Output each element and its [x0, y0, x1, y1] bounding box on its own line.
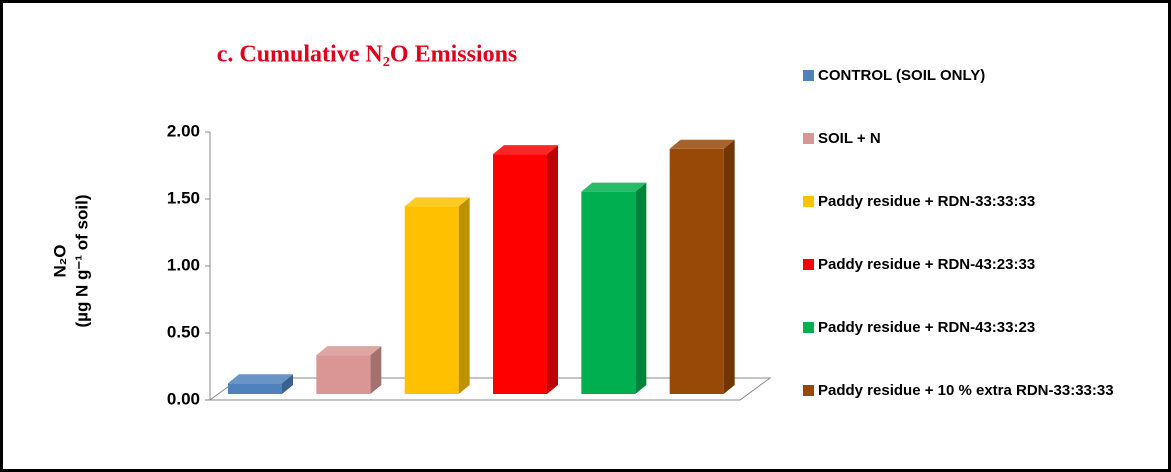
bar-top: [316, 346, 382, 356]
legend-item: SOIL + N: [803, 128, 1163, 191]
legend-swatch: [803, 196, 814, 207]
bar-side: [282, 374, 293, 394]
y-label-line: N₂O: [50, 244, 69, 277]
legend-swatch: [803, 259, 814, 270]
bar-side: [547, 145, 558, 394]
bar-top: [404, 197, 470, 207]
legend-label: SOIL + N: [818, 130, 881, 147]
bar: [404, 206, 459, 394]
bar-side: [458, 197, 470, 394]
y-tick-label: 2.00: [167, 121, 200, 140]
legend-label: CONTROL (SOIL ONLY): [818, 67, 986, 84]
legend-label: Paddy residue + RDN-43:33:23: [818, 319, 1036, 336]
legend-swatch: [803, 70, 814, 81]
bar: [228, 383, 282, 394]
legend-item: Paddy residue + RDN-33:33:33: [803, 191, 1163, 254]
legend-label: Paddy residue + 10 % extra RDN-33:33:33: [818, 382, 1114, 399]
bar: [669, 148, 724, 394]
legend-item: Paddy residue + RDN-43:33:23: [803, 317, 1163, 380]
bar: [581, 191, 636, 394]
y-tick-label: 0.00: [167, 389, 200, 408]
bar-top: [581, 182, 647, 192]
bar-top: [669, 139, 735, 149]
legend-item: Paddy residue + 10 % extra RDN-33:33:33: [803, 380, 1163, 443]
bar: [316, 355, 371, 394]
legend-item: CONTROL (SOIL ONLY): [803, 65, 1163, 128]
bar-top: [493, 145, 558, 155]
legend-label: Paddy residue + RDN-33:33:33: [818, 193, 1036, 210]
legend-swatch: [803, 322, 814, 333]
bar-top: [228, 374, 293, 384]
legend: CONTROL (SOIL ONLY) SOIL + N Paddy residue…: [803, 65, 1163, 443]
chart-title: c. Cumulative N₂O Emissions: [217, 42, 518, 68]
bar-side: [370, 346, 382, 394]
y-tick-label: 1.00: [167, 255, 200, 274]
chart: c. Cumulative N₂O Emissions N₂O (µg N g⁻…: [50, 42, 772, 408]
legend-swatch: [803, 385, 814, 396]
y-tick-label: 1.50: [167, 188, 200, 207]
bar: [493, 154, 547, 394]
bar-side: [723, 139, 735, 394]
y-axis-label: N₂O (µg N g⁻¹ of soil): [50, 194, 91, 327]
y-label-line: (µg N g⁻¹ of soil): [72, 194, 91, 327]
legend-swatch: [803, 133, 814, 144]
y-tick-label: 0.50: [167, 322, 200, 341]
legend-item: Paddy residue + RDN-43:23:33: [803, 254, 1163, 317]
legend-label: Paddy residue + RDN-43:23:33: [818, 256, 1036, 273]
bar-side: [635, 182, 647, 394]
